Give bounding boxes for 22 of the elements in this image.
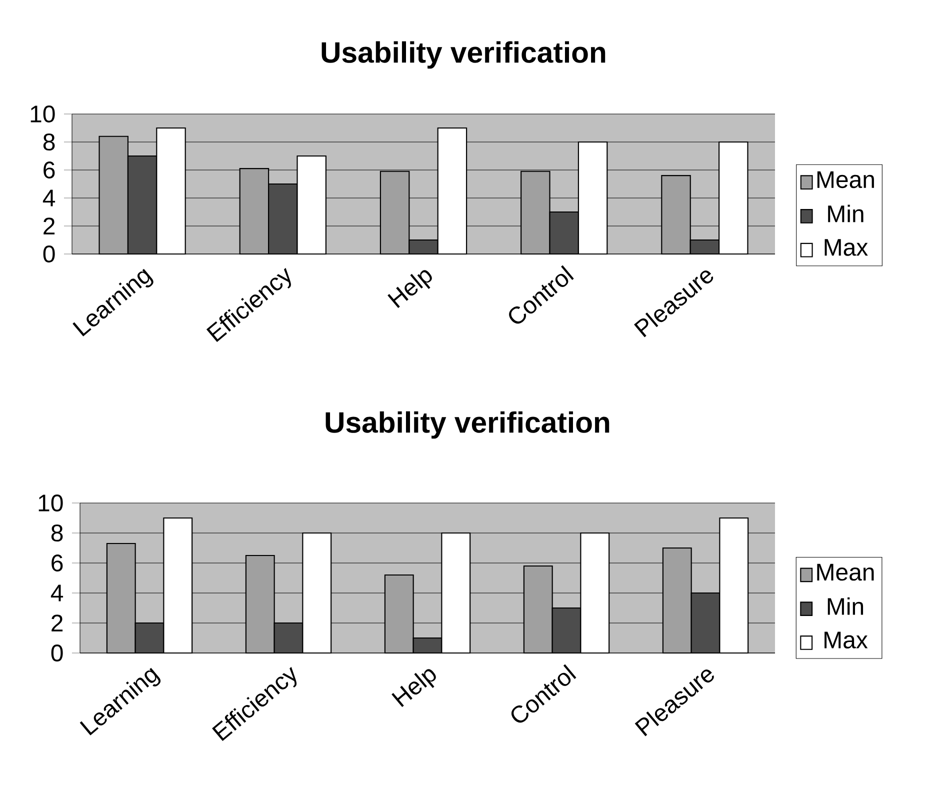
x-tick-label: Help — [392, 669, 436, 708]
legend-label: Max — [824, 632, 868, 648]
y-tick-label: 0 — [51, 644, 63, 662]
y-tick-label: 6 — [44, 161, 55, 178]
x-tick-label: Help — [388, 270, 432, 308]
legend-label: Min — [828, 204, 864, 222]
legend-label: Mean — [817, 171, 874, 188]
legend-label: Mean — [817, 564, 874, 581]
y-tick-label: 0 — [43, 245, 55, 262]
y-tick-label: 4 — [50, 584, 64, 602]
y-tick-label: 2 — [44, 218, 55, 234]
y-tick-label: 6 — [52, 554, 63, 572]
y-tick-label: 2 — [52, 614, 63, 632]
chart-title: Usability verification — [326, 411, 610, 439]
chart-title: Usability verification — [322, 41, 606, 69]
y-tick-label: 4 — [42, 190, 56, 206]
y-tick-label: 10 — [30, 105, 55, 122]
y-tick-label: 10 — [38, 494, 63, 512]
y-tick-label: 8 — [43, 133, 55, 150]
y-tick-label: 8 — [51, 524, 63, 542]
legend-label: Min — [828, 597, 864, 615]
legend-label: Max — [824, 239, 868, 256]
